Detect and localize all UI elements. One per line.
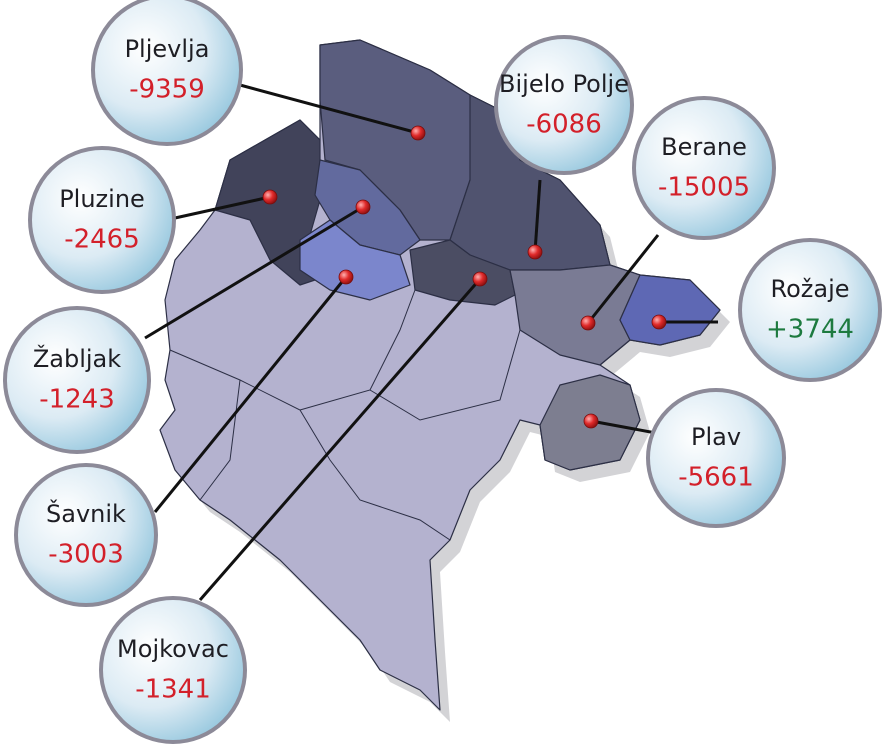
bubble bbox=[646, 388, 786, 528]
marker-dot bbox=[527, 244, 543, 260]
leader-line bbox=[239, 83, 419, 135]
inner-border bbox=[199, 379, 241, 501]
inner-border bbox=[299, 289, 416, 411]
bubble bbox=[91, 0, 243, 146]
municipality-name: Pljevlja bbox=[125, 35, 210, 63]
leader-line bbox=[174, 195, 271, 220]
leader-line bbox=[590, 419, 657, 435]
municipality-name: Mojkovac bbox=[117, 635, 229, 663]
bubble bbox=[738, 238, 882, 382]
callout-bubble: Bijelo Polje -6086 bbox=[494, 35, 634, 175]
leader-line bbox=[144, 205, 364, 340]
population-change: -6086 bbox=[526, 110, 602, 140]
marker-dot bbox=[355, 199, 371, 215]
bubble bbox=[3, 306, 151, 454]
callout-bubble: Berane -15005 bbox=[632, 96, 776, 240]
inner-border bbox=[369, 329, 521, 421]
marker-dot bbox=[651, 314, 667, 330]
marker-dot bbox=[583, 413, 599, 429]
callout-bubble: Žabljak -1243 bbox=[3, 306, 151, 454]
callout-bubble: Šavnik -3003 bbox=[14, 463, 158, 607]
population-change: -5661 bbox=[678, 463, 754, 493]
municipality-name: Šavnik bbox=[46, 498, 126, 528]
callout-bubble: Rožaje +3744 bbox=[738, 238, 882, 382]
marker-dot bbox=[338, 269, 354, 285]
bubbles: Pljevlja -9359 Bijelo Polje -6086 Berane -150… bbox=[3, 0, 882, 744]
region-savnik bbox=[299, 219, 411, 301]
region-rozaje bbox=[619, 274, 721, 346]
markers bbox=[262, 125, 667, 429]
callout-bubble: Mojkovac -1341 bbox=[99, 596, 247, 744]
marker-dot bbox=[472, 271, 488, 287]
bubble bbox=[99, 596, 247, 744]
marker-dot bbox=[580, 315, 596, 331]
population-change: -1341 bbox=[135, 675, 211, 705]
bubble bbox=[494, 35, 634, 175]
population-change: -1243 bbox=[39, 385, 115, 415]
population-change: -15005 bbox=[658, 173, 750, 203]
marker-dot bbox=[262, 189, 278, 205]
municipality-name: Pluzine bbox=[59, 185, 145, 213]
callout-bubble: Plav -5661 bbox=[646, 388, 786, 528]
municipality-name: Bijelo Polje bbox=[499, 70, 629, 98]
population-change: -3003 bbox=[48, 540, 124, 570]
leader-line bbox=[586, 234, 660, 324]
leader-line bbox=[533, 179, 542, 253]
municipality-name: Rožaje bbox=[770, 275, 849, 303]
population-change: -2465 bbox=[64, 225, 140, 255]
marker-dot bbox=[410, 125, 426, 141]
leader-lines bbox=[144, 83, 718, 601]
bubble bbox=[14, 463, 158, 607]
population-change: +3744 bbox=[766, 315, 854, 345]
population-change: -9359 bbox=[129, 75, 205, 105]
callout-bubble: Pljevlja -9359 bbox=[91, 0, 243, 146]
callout-bubble: Pluzine -2465 bbox=[28, 146, 176, 294]
municipality-name: Plav bbox=[691, 423, 741, 451]
callouts: Pljevlja -9359 Bijelo Polje -6086 Berane -150… bbox=[3, 0, 882, 744]
leader-line bbox=[153, 276, 348, 513]
bubble bbox=[28, 146, 176, 294]
leader-line bbox=[198, 278, 482, 601]
municipality-name: Berane bbox=[661, 133, 747, 161]
municipality-name: Žabljak bbox=[33, 344, 121, 373]
regions bbox=[159, 39, 721, 711]
bubble bbox=[632, 96, 776, 240]
